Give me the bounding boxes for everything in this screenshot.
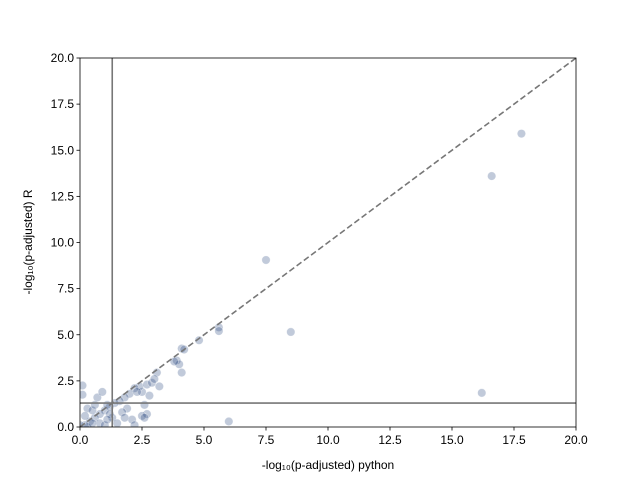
point <box>120 413 130 423</box>
y-tick-label: 10.0 <box>51 236 75 250</box>
y-tick-label: 7.5 <box>57 282 74 296</box>
point <box>100 405 110 415</box>
point <box>80 390 87 400</box>
point <box>224 416 234 426</box>
point <box>100 420 110 427</box>
point <box>286 327 296 337</box>
point <box>117 407 127 417</box>
point <box>82 404 92 414</box>
y-tick-label: 17.5 <box>51 97 75 111</box>
x-tick-label: 7.5 <box>258 433 275 447</box>
point <box>102 415 112 425</box>
x-tick-label: 20.0 <box>564 433 588 447</box>
point <box>90 400 100 410</box>
point <box>95 409 105 419</box>
point <box>80 411 90 421</box>
point <box>132 387 142 397</box>
point <box>142 380 152 390</box>
point <box>194 335 204 345</box>
point <box>169 357 179 367</box>
x-tick-label: 2.5 <box>134 433 151 447</box>
y-tick-label: 20.0 <box>51 51 75 65</box>
x-tick-label: 0.0 <box>72 433 89 447</box>
point <box>154 381 164 391</box>
point <box>97 387 107 397</box>
point <box>261 255 271 265</box>
y-tick-label: 0.0 <box>57 420 74 434</box>
point <box>174 359 184 369</box>
diagonal-line <box>80 58 576 427</box>
y-tick-label: 15.0 <box>51 143 75 157</box>
point <box>80 380 87 390</box>
x-tick-label: 5.0 <box>196 433 213 447</box>
plot-area <box>80 58 576 427</box>
x-tick-label: 17.5 <box>502 433 526 447</box>
point <box>122 404 132 414</box>
y-tick-label: 5.0 <box>57 328 74 342</box>
point <box>477 388 487 398</box>
point <box>95 418 105 427</box>
y-tick-label: 12.5 <box>51 189 75 203</box>
point <box>214 326 224 336</box>
point <box>87 405 97 415</box>
point <box>137 387 147 397</box>
y-axis-label: -log₁₀(p-adjusted) R <box>21 189 35 294</box>
x-tick-label: 12.5 <box>378 433 402 447</box>
point <box>144 391 154 401</box>
point <box>149 374 159 384</box>
point <box>487 171 497 181</box>
point <box>112 418 122 427</box>
y-tick-label: 2.5 <box>57 374 74 388</box>
x-tick-label: 15.0 <box>440 433 464 447</box>
point <box>127 415 137 425</box>
point <box>130 420 140 427</box>
point <box>516 129 526 139</box>
point <box>139 400 149 410</box>
x-axis-label: -log₁₀(p-adjusted) python <box>262 458 394 472</box>
point <box>177 368 187 378</box>
point <box>139 413 149 423</box>
point <box>87 418 97 427</box>
x-tick-label: 10.0 <box>316 433 340 447</box>
